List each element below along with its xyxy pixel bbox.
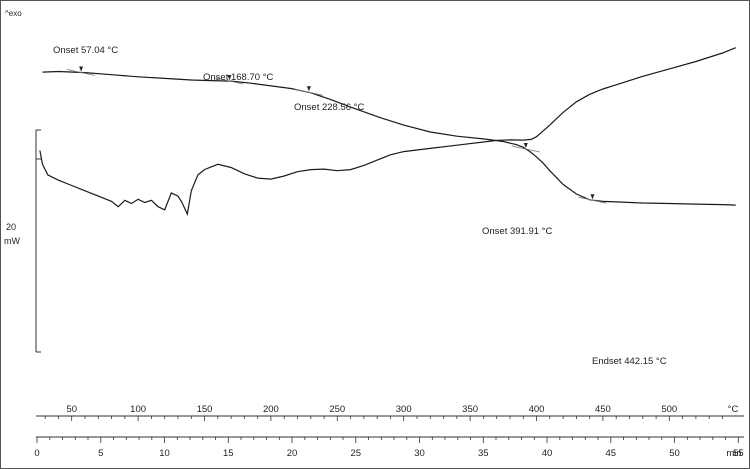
temperature-tick-label: 300 xyxy=(396,404,412,415)
annotation-label: Onset 168.70 °C xyxy=(203,72,273,83)
annotation-tangent xyxy=(511,145,540,153)
temperature-tick-label: 100 xyxy=(130,404,146,415)
annotation-marker xyxy=(79,66,84,72)
annotation-label: Onset 57.04 °C xyxy=(53,45,118,56)
temperature-tick-label: 450 xyxy=(595,404,611,415)
annotation-label: Onset 228.56 °C xyxy=(294,102,364,113)
time-tick-label: 30 xyxy=(414,448,425,459)
annotation-tangent xyxy=(67,69,96,76)
annotation-label: Endset 442.15 °C xyxy=(592,356,667,367)
annotation-tangent xyxy=(294,88,323,96)
annotation-tangent xyxy=(578,196,607,204)
temperature-unit-label: °C xyxy=(728,404,739,415)
time-unit-label: min xyxy=(726,448,741,459)
exo-direction-label: ^exo xyxy=(5,9,22,18)
annotations-layer: Onset 57.04 °C Onset 168.70 °C Onset 228.5… xyxy=(53,45,667,367)
time-tick-label: 50 xyxy=(669,448,680,459)
time-tick-label: 10 xyxy=(159,448,170,459)
annotation-marker xyxy=(523,143,528,148)
temperature-tick-label: 500 xyxy=(661,404,677,415)
temperature-tick-label: 200 xyxy=(263,404,279,415)
annotation-marker xyxy=(306,86,311,92)
time-tick-label: 20 xyxy=(287,448,298,459)
curves-layer xyxy=(39,47,736,217)
annotation-marker xyxy=(590,194,595,200)
time-tick-label: 0 xyxy=(34,448,39,459)
y-scale-unit: mW xyxy=(4,236,20,246)
temperature-tick-label: 400 xyxy=(529,404,545,415)
annotation-tangent xyxy=(215,77,244,85)
series-line-upper xyxy=(42,70,736,206)
temperature-tick-label: 150 xyxy=(197,404,213,415)
time-tick-label: 25 xyxy=(351,448,362,459)
time-tick-label: 35 xyxy=(478,448,489,459)
y-scale-value: 20 xyxy=(6,222,16,232)
time-tick-label: 55 xyxy=(733,448,744,459)
time-tick-label: 15 xyxy=(223,448,234,459)
annotation-marker xyxy=(227,75,232,80)
temperature-tick-label: 250 xyxy=(329,404,345,415)
temperature-tick-label: 50 xyxy=(66,404,77,415)
series-line-lower xyxy=(39,47,736,217)
annotation-label: Onset 391.91 °C xyxy=(482,226,552,237)
time-tick-label: 40 xyxy=(542,448,553,459)
y-scale-bar xyxy=(35,129,41,353)
time-tick-label: 5 xyxy=(98,448,103,459)
time-tick-label: 45 xyxy=(606,448,617,459)
temperature-tick-label: 350 xyxy=(462,404,478,415)
temperature-axis: 50 100 150 200 250 300 350 400 450 500 °C xyxy=(36,404,744,421)
